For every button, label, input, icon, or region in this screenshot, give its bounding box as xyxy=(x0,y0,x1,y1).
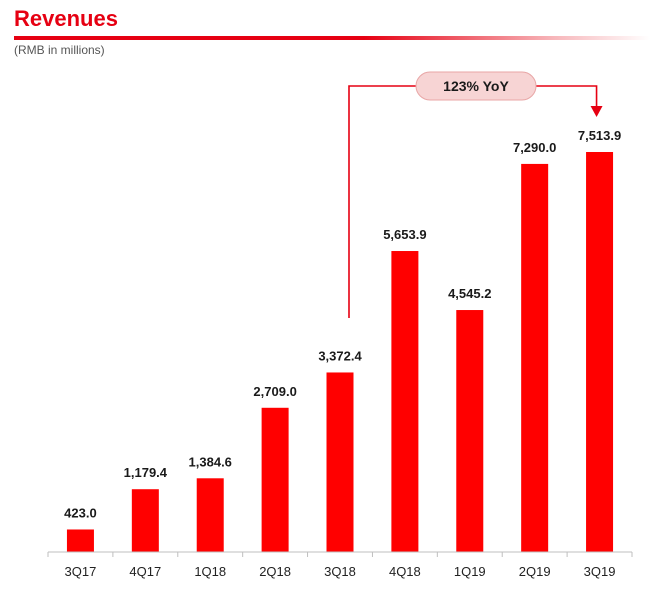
x-tick-label-3q19: 3Q19 xyxy=(584,564,616,579)
bar-3q17 xyxy=(66,529,94,552)
data-label-4q18: 5,653.9 xyxy=(383,227,426,242)
bar-1q18 xyxy=(196,478,224,552)
x-tick-label-1q19: 1Q19 xyxy=(454,564,486,579)
x-tick-label-4q18: 4Q18 xyxy=(389,564,421,579)
x-tick-label-3q17: 3Q17 xyxy=(65,564,97,579)
x-tick-label-4q17: 4Q17 xyxy=(129,564,161,579)
data-label-3q18: 3,372.4 xyxy=(318,348,362,363)
arrow-down-icon xyxy=(590,106,603,117)
bar-3q19 xyxy=(586,152,614,552)
bar-1q19 xyxy=(456,310,484,552)
data-label-3q19: 7,513.9 xyxy=(578,128,621,143)
title-underline xyxy=(14,36,650,40)
bar-2q18 xyxy=(261,407,289,552)
data-label-2q18: 2,709.0 xyxy=(253,384,296,399)
yoy-callout-label: 123% YoY xyxy=(443,78,509,94)
data-label-1q19: 4,545.2 xyxy=(448,286,491,301)
bar-4q18 xyxy=(391,251,419,553)
yoy-connector-line xyxy=(348,85,598,318)
data-label-4q17: 1,179.4 xyxy=(124,465,168,480)
bar-3q18 xyxy=(326,372,354,552)
bar-2q19 xyxy=(521,163,549,552)
data-label-2q19: 7,290.0 xyxy=(513,140,556,155)
chart-subtitle: (RMB in millions) xyxy=(14,43,105,57)
x-tick-label-2q18: 2Q18 xyxy=(259,564,291,579)
bar-4q17 xyxy=(131,489,159,552)
data-label-1q18: 1,384.6 xyxy=(189,454,232,469)
x-tick-label-3q18: 3Q18 xyxy=(324,564,356,579)
chart-title: Revenues xyxy=(14,6,118,31)
data-label-3q17: 423.0 xyxy=(64,505,97,520)
x-tick-label-2q19: 2Q19 xyxy=(519,564,551,579)
yoy-callout-badge xyxy=(415,71,537,101)
x-tick-label-1q18: 1Q18 xyxy=(194,564,226,579)
